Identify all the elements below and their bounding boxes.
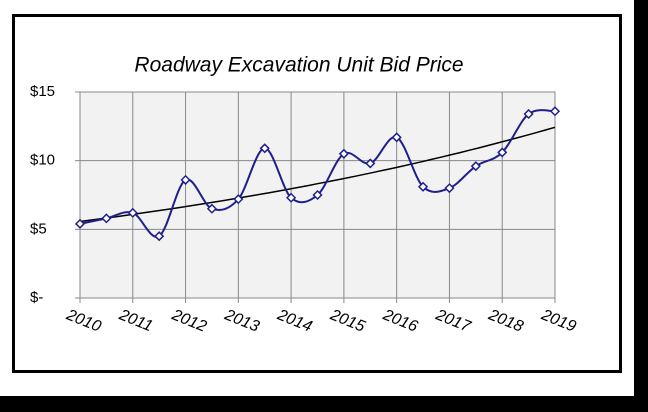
marker: [233, 194, 244, 205]
marker: [391, 132, 402, 143]
marker: [180, 174, 191, 185]
marker: [74, 218, 86, 229]
marker: [444, 183, 455, 194]
marker: [259, 143, 270, 154]
marker: [206, 203, 218, 214]
marker: [497, 147, 508, 158]
marker: [549, 106, 561, 117]
frame-edge: [0, 396, 648, 412]
trendline: [79, 126, 556, 223]
marker: [338, 148, 349, 159]
marker: [154, 231, 165, 242]
y-tick-label: $-: [30, 289, 43, 306]
marker: [470, 161, 481, 172]
y-tick-label: $15: [30, 83, 55, 100]
marker: [127, 207, 138, 218]
y-tick-label: $10: [30, 152, 55, 169]
y-tick-label: $5: [30, 220, 47, 237]
marker: [286, 192, 297, 203]
marker: [365, 158, 376, 169]
frame-edge: [634, 0, 648, 412]
marker: [417, 181, 429, 192]
marker: [101, 213, 112, 224]
marker: [523, 108, 534, 120]
chart-title: Roadway Excavation Unit Bid Price: [134, 54, 463, 77]
marker: [312, 189, 323, 201]
